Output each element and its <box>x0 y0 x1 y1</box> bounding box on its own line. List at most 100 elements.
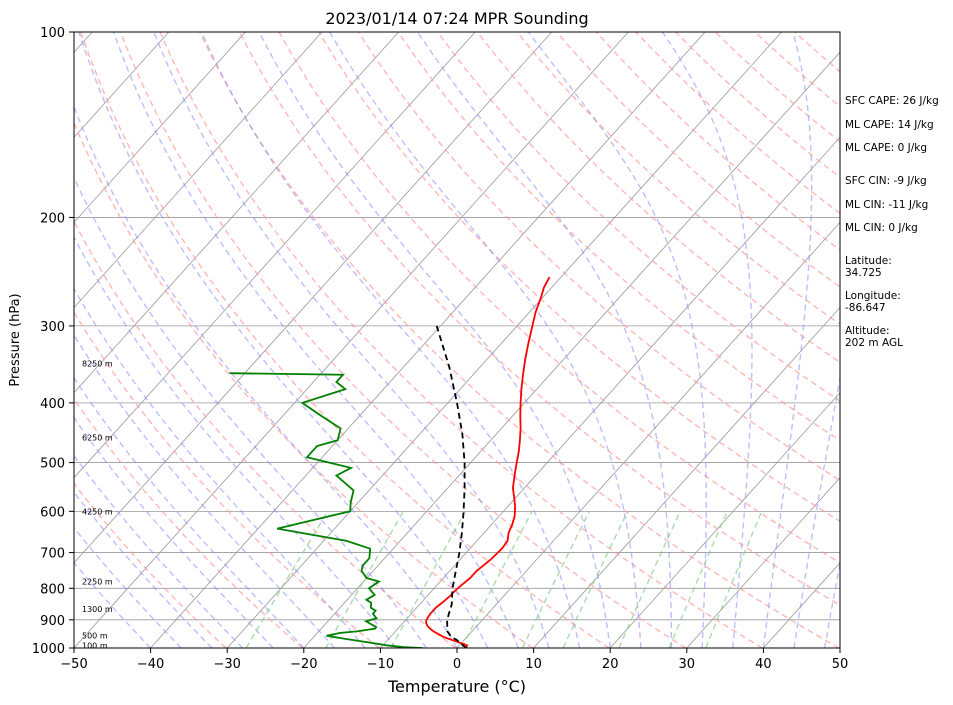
height-label: 8250 m <box>82 359 113 368</box>
x-axis: −50 −40 −30 −20 −10 0 10 20 30 40 50 <box>60 648 848 672</box>
x-tick-label: −30 <box>213 657 240 672</box>
y-tick-label: 100 <box>40 26 65 41</box>
mixing-ratio-line <box>325 510 405 648</box>
y-tick-label: 900 <box>40 614 65 629</box>
altitude-label: Altitude: <box>845 325 890 337</box>
moist-adiabat-line <box>793 374 840 648</box>
plot-frame <box>73 31 841 649</box>
moist-adiabat-line <box>74 176 427 648</box>
moist-adiabat-line <box>153 32 550 648</box>
isotherm-line <box>74 32 323 309</box>
moist-adiabat-line <box>74 104 458 648</box>
isotherm-line <box>456 221 840 648</box>
dry-adiabat-line <box>238 32 840 607</box>
height-label: 100 m <box>82 641 108 650</box>
height-label: 6250 m <box>82 433 113 442</box>
x-tick-label: 10 <box>525 657 542 672</box>
moist-adiabat-line <box>824 560 840 648</box>
isotherm-line <box>74 32 553 564</box>
x-tick-label: 40 <box>755 657 772 672</box>
dry-adiabat-line <box>516 32 840 326</box>
mixing-ratio-line <box>562 510 629 648</box>
y-tick-label: 1000 <box>32 642 65 657</box>
isotherm-line <box>74 32 170 138</box>
x-tick-label: 50 <box>832 657 849 672</box>
moist-adiabat-line <box>762 32 813 648</box>
parameter-panel: SFC CAPE: 26 J/kg ML CAPE: 14 J/kg ML CA… <box>845 95 939 349</box>
isotherm-line <box>609 392 840 648</box>
x-tick-label: 0 <box>453 657 461 672</box>
x-tick-label: −20 <box>290 657 317 672</box>
mixing-ratio-line <box>521 510 591 648</box>
height-label: 1300 m <box>82 605 113 614</box>
background-lines <box>74 32 840 648</box>
parcel-profile-line <box>435 325 467 648</box>
ml-cape-text: ML CAPE: 14 J/kg <box>845 119 934 131</box>
height-label: 2250 m <box>82 578 113 587</box>
dry-adiabat-line <box>80 32 610 648</box>
sfc-cin-text: SFC CIN: -9 J/kg <box>845 175 927 187</box>
longitude-value: -86.647 <box>845 302 886 314</box>
isotherm-line <box>150 32 706 648</box>
dry-adiabat-line <box>318 32 840 523</box>
isotherm-line <box>533 306 840 648</box>
dry-adiabat-line <box>278 32 840 564</box>
moist-adiabat-line <box>78 32 489 648</box>
isotherm-line <box>74 32 399 394</box>
moist-adiabat-line <box>74 491 213 648</box>
mixing-ratio-line <box>461 510 533 648</box>
isotherm-line <box>380 136 840 648</box>
dry-adiabat-line <box>74 310 380 648</box>
mixing-ratio-line <box>668 511 729 648</box>
temperature-profile-line <box>425 276 551 648</box>
moist-adiabat-line <box>258 32 611 648</box>
dry-adiabat-line <box>556 32 840 288</box>
isotherm-line <box>74 32 476 479</box>
moist-adiabat-line <box>417 32 673 648</box>
height-label: 500 m <box>82 632 108 641</box>
y-tick-label: 200 <box>40 211 65 226</box>
height-label: 4250 m <box>82 507 113 516</box>
dry-adiabat-line <box>437 32 840 402</box>
ml-cin-2-text: ML CIN: 0 J/kg <box>845 222 918 234</box>
moist-adiabat-line <box>74 454 243 648</box>
sfc-cape-text: SFC CAPE: 26 J/kg <box>845 95 939 107</box>
y-tick-label: 700 <box>40 547 65 562</box>
mixing-ratio-line <box>390 510 467 648</box>
dry-adiabat-line <box>74 398 304 648</box>
chart-title: 2023/01/14 07:24 MPR Sounding <box>325 9 588 28</box>
x-tick-label: −40 <box>137 657 164 672</box>
moist-adiabat-line <box>661 32 753 648</box>
x-tick-label: 20 <box>602 657 619 672</box>
dry-adiabat-line <box>74 482 227 648</box>
isotherm-line <box>74 32 629 648</box>
mixing-ratio-line <box>245 510 329 648</box>
latitude-label: Latitude: <box>845 255 892 267</box>
y-axis: 100 200 300 400 500 600 700 800 900 1000 <box>32 26 74 657</box>
moist-adiabat-line <box>74 287 366 648</box>
moist-adiabat-line <box>329 32 642 648</box>
dry-adiabat-line <box>74 219 457 648</box>
dewpoint-profile-line <box>229 372 423 648</box>
y-tick-label: 500 <box>40 457 65 472</box>
x-tick-label: −50 <box>60 657 87 672</box>
moist-adiabat-line <box>74 416 274 648</box>
moist-adiabat-line <box>200 32 581 648</box>
isotherm-line <box>226 32 782 648</box>
isotherm-line <box>686 477 840 648</box>
x-tick-label: 30 <box>679 657 696 672</box>
series-group <box>229 276 551 648</box>
mixing-ratio-line <box>705 511 763 648</box>
dry-adiabat-line <box>199 32 840 648</box>
altitude-value: 202 m AGL <box>845 337 903 349</box>
mixing-ratio-line <box>618 511 681 648</box>
dry-adiabat-line <box>74 121 533 648</box>
y-axis-label: Pressure (hPa) <box>8 293 23 386</box>
longitude-label: Longitude: <box>845 290 901 302</box>
isotherm-line <box>74 32 246 224</box>
moist-adiabat-line <box>527 32 707 648</box>
ml-cin-text: ML CIN: -11 J/kg <box>845 199 928 211</box>
y-tick-label: 400 <box>40 397 65 412</box>
